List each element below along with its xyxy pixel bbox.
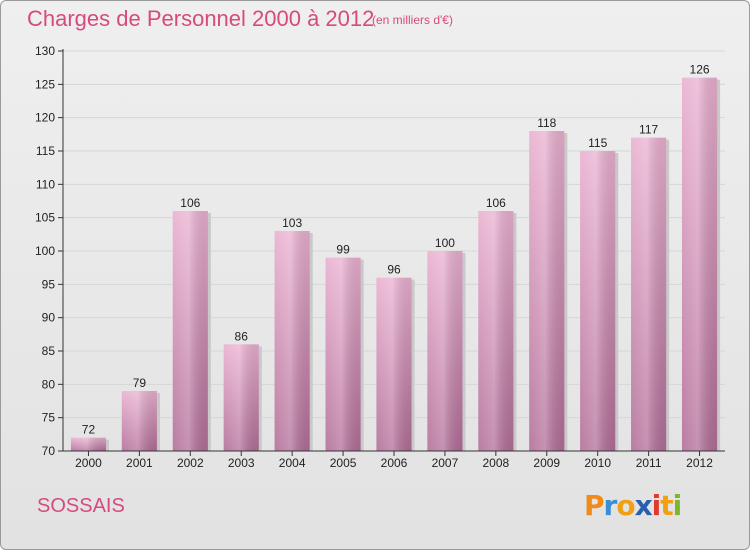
- x-tick-label: 2002: [177, 456, 204, 470]
- bar-sheen: [580, 151, 616, 451]
- x-tick-label: 2003: [228, 456, 255, 470]
- data-label: 99: [336, 243, 350, 257]
- y-tick-label: 130: [35, 44, 55, 58]
- data-label: 72: [82, 423, 96, 437]
- logo-letter: i: [672, 489, 683, 522]
- labels: 70 75 80 85 90 95 100 105 110 115 120 125 130 2000 72 2…: [35, 44, 713, 470]
- x-tick-label: 2001: [126, 456, 153, 470]
- data-label: 118: [537, 116, 556, 130]
- data-label: 115: [588, 136, 607, 150]
- bar-sheen: [325, 257, 361, 451]
- x-tick-label: 2008: [482, 456, 509, 470]
- y-tick-label: 95: [42, 277, 56, 291]
- y-tick-label: 115: [36, 144, 55, 158]
- y-tick-label: 110: [36, 177, 55, 191]
- bar-sheen: [121, 391, 157, 451]
- chart-title: Charges de Personnel 2000 à 2012: [27, 6, 375, 31]
- y-tick-label: 70: [42, 444, 56, 458]
- y-tick-label: 80: [42, 377, 56, 391]
- y-tick-label: 100: [35, 244, 55, 258]
- data-label: 126: [690, 63, 710, 77]
- proxiti-logo: Proxiti: [584, 489, 683, 522]
- bar-sheen: [427, 251, 463, 451]
- bar-sheen: [631, 137, 667, 451]
- data-label: 96: [387, 263, 401, 277]
- x-tick-label: 2012: [686, 456, 713, 470]
- bar-sheen: [478, 211, 514, 451]
- commune-name: SOSSAIS: [37, 495, 125, 517]
- bar-sheen: [223, 344, 259, 451]
- x-tick-label: 2004: [279, 456, 306, 470]
- bar-sheen: [529, 131, 565, 451]
- bar-sheen: [172, 211, 208, 451]
- bar-sheen: [70, 437, 107, 451]
- data-label: 106: [486, 196, 506, 210]
- y-tick-label: 125: [35, 77, 55, 91]
- x-tick-label: 2010: [584, 456, 611, 470]
- bar-sheen: [681, 77, 718, 452]
- bars: [70, 77, 721, 452]
- x-tick-label: 2006: [381, 456, 408, 470]
- x-tick-label: 2007: [432, 456, 459, 470]
- logo-letter: i: [651, 489, 662, 522]
- x-tick-label: 2000: [75, 456, 102, 470]
- x-tick-label: 2005: [330, 456, 357, 470]
- data-label: 79: [133, 376, 147, 390]
- data-label: 100: [435, 236, 455, 250]
- x-tick-label: 2011: [636, 456, 662, 470]
- logo-letter: t: [660, 489, 673, 522]
- logo-letter: o: [616, 489, 635, 522]
- data-label: 106: [180, 196, 200, 210]
- x-tick-label: 2009: [533, 456, 560, 470]
- y-tick-label: 75: [42, 411, 56, 425]
- data-label: 86: [235, 329, 249, 343]
- data-label: 117: [639, 123, 658, 137]
- data-label: 103: [282, 216, 302, 230]
- y-tick-label: 105: [35, 211, 55, 225]
- y-tick-label: 85: [42, 344, 56, 358]
- y-tick-label: 90: [42, 311, 56, 325]
- y-tick-label: 120: [35, 111, 55, 125]
- logo-letter: r: [603, 489, 618, 522]
- logo-letter: P: [584, 489, 605, 522]
- logo-letter: x: [634, 489, 653, 522]
- bar-sheen: [376, 277, 412, 451]
- chart-subtitle: (en milliers d'€): [372, 13, 453, 27]
- bar-sheen: [274, 231, 310, 451]
- axes: [58, 49, 725, 456]
